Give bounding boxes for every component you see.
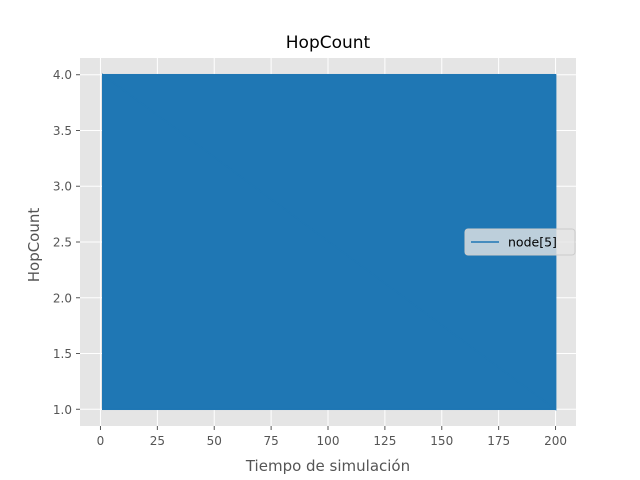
- series-node-5-line: [102, 73, 557, 411]
- y-axis-ticks: 1.0 1.5 2.0 2.5 3.0 3.5 4.0: [53, 68, 80, 417]
- x-tick-label: 50: [207, 434, 222, 448]
- legend-label-node-5: node[5]: [508, 235, 557, 250]
- x-tick-label: 25: [150, 434, 165, 448]
- legend: node[5]: [464, 228, 576, 256]
- x-tick-label: 100: [317, 434, 340, 448]
- x-tick-label: 75: [263, 434, 278, 448]
- x-axis-label: Tiempo de simulación: [245, 457, 410, 475]
- y-tick-label: 2.5: [53, 236, 72, 250]
- x-tick-label: 150: [430, 434, 453, 448]
- x-tick-label: 200: [544, 434, 567, 448]
- y-tick-label: 3.0: [53, 180, 72, 194]
- chart-title: HopCount: [286, 33, 371, 53]
- y-tick-label: 1.0: [53, 403, 72, 417]
- y-tick-label: 4.0: [53, 68, 72, 82]
- x-tick-label: 125: [373, 434, 396, 448]
- legend-box: [464, 228, 576, 256]
- y-axis-label: HopCount: [25, 208, 43, 283]
- x-tick-label: 0: [97, 434, 105, 448]
- y-tick-label: 1.5: [53, 347, 72, 361]
- x-axis-ticks: 0 25 50 75 100 125 150 175 200: [97, 426, 567, 448]
- y-tick-label: 2.0: [53, 291, 72, 305]
- y-tick-label: 3.5: [53, 124, 72, 138]
- x-tick-label: 175: [487, 434, 510, 448]
